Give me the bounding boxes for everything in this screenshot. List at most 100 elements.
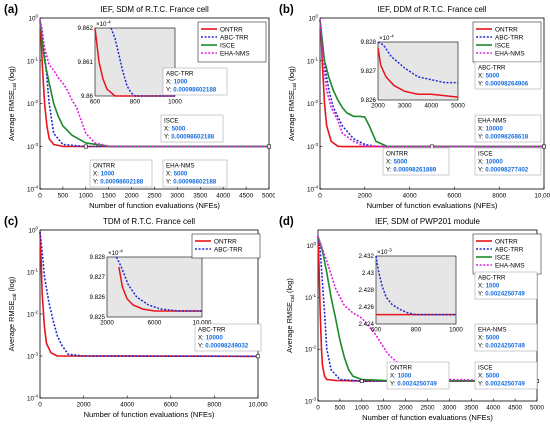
datatip-line-3: Y: 0.00098602188 xyxy=(166,179,217,186)
datatip-box xyxy=(474,323,538,352)
inset-line-abc-trr xyxy=(110,27,175,97)
x-axis-label: Number of function evaluations (NFEs) xyxy=(84,410,215,419)
y-tick-label: 10-3 xyxy=(305,397,317,406)
datatip-marker xyxy=(256,354,260,359)
datatip-marker xyxy=(542,144,546,149)
series-line-ontrr xyxy=(39,22,269,148)
datatip-marker xyxy=(83,144,88,149)
x-tick-label: 2500 xyxy=(147,193,162,200)
inset-y-tick-label: 9.861 xyxy=(78,59,94,66)
inset-line-abc-trr xyxy=(115,256,202,312)
inset-frame xyxy=(375,255,457,325)
y-tick-label: 10-2 xyxy=(307,99,319,108)
datatip-line-2: X: 5000 xyxy=(478,373,500,380)
y-tick-label: 10-4 xyxy=(27,394,39,403)
y-axis-label: Average RMSEcal (log) xyxy=(7,66,18,141)
series-line-abc-trr xyxy=(39,231,259,358)
inset-line-abc-trr xyxy=(377,41,458,84)
datatip-box xyxy=(386,361,450,390)
datatip-line-2: X: 1000 xyxy=(478,283,500,290)
legend-box xyxy=(197,21,267,63)
inset-y-tick-label: 9.826 xyxy=(361,97,377,104)
datatip-marker xyxy=(359,379,364,383)
panel-label: (a) xyxy=(4,4,18,16)
inset-y-tick-label: 9.86 xyxy=(81,93,94,100)
inset-exponent: ×10-4 xyxy=(379,34,394,43)
datatip-line-2: X: 1000 xyxy=(93,171,115,178)
datatip-line-2: X: 1000 xyxy=(166,79,188,86)
legend-label-isce: ISCE xyxy=(495,42,510,49)
x-tick-label: 4000 xyxy=(216,193,231,200)
series-line-isce xyxy=(317,236,538,382)
x-tick-label: 500 xyxy=(335,405,346,412)
panel-label: (d) xyxy=(279,216,294,228)
inset-line-abc-trr xyxy=(375,255,456,316)
inset-exponent: ×10-4 xyxy=(96,20,111,29)
datatip-line-1: ONTRR xyxy=(93,163,116,170)
inset-x-tick-label: 10,000 xyxy=(193,320,212,327)
datatip-line-3: Y: 0.00098602188 xyxy=(93,179,144,186)
x-tick-label: 1500 xyxy=(377,405,392,412)
inset-y-tick-label: 9.826 xyxy=(90,294,106,301)
datatip-line-2: X: 1000 xyxy=(390,373,412,380)
inset-line-ontrr xyxy=(94,27,175,97)
x-tick-label: 3000 xyxy=(442,405,457,412)
datatip-line-1: ABC-TRR xyxy=(478,275,506,282)
y-tick-label: 10-1 xyxy=(27,268,39,277)
inset-y-tick-label: 2.426 xyxy=(359,304,375,311)
chart-title: IEF, DDM of R.T.C. France cell xyxy=(378,5,487,14)
y-tick-label: 10-1 xyxy=(305,293,317,302)
inset-plot: 600 800 1000 9.86 9.861 9.862×10-4 xyxy=(78,20,183,106)
chart-panel-2: (b) IEF, DDM of R.T.C. France cell 0 2000 40… xyxy=(279,4,550,210)
y-tick-label: 10-4 xyxy=(307,185,319,194)
inset-x-tick-label: 600 xyxy=(371,327,382,334)
x-tick-label: 5000 xyxy=(262,193,275,200)
datatip-line-1: ABC-TRR xyxy=(166,71,194,78)
inset-y-tick-label: 9.827 xyxy=(361,68,377,75)
datatip-line-1: ONTRR xyxy=(390,365,413,372)
legend-label-isce: ISCE xyxy=(495,254,510,261)
inset-x-tick-label: 4000 xyxy=(424,103,438,110)
x-tick-label: 1000 xyxy=(355,405,370,412)
datatip-line-3: Y: 0.0024250749 xyxy=(478,381,525,388)
x-tick-label: 1000 xyxy=(79,193,94,200)
y-tick-label: 10-1 xyxy=(27,56,39,65)
inset-y-tick-label: 2.428 xyxy=(359,287,375,294)
datatip-box xyxy=(162,67,228,96)
datatip-line-3: Y: 0.00098277402 xyxy=(478,167,529,174)
datatip-line-3: Y: 0.00098268618 xyxy=(478,134,529,141)
x-tick-label: 4000 xyxy=(403,193,418,200)
legend-label-eha-nms: EHA-NMS xyxy=(495,50,524,57)
inset-line-ontrr xyxy=(377,47,459,98)
inset-y-tick-label: 9.862 xyxy=(78,25,94,32)
datatip-line-3: Y: 0.00098602188 xyxy=(164,134,215,141)
legend-label-abc-trr: ABC-TRR xyxy=(495,246,524,253)
x-tick-label: 2000 xyxy=(358,193,373,200)
datatip-line-3: Y: 0.0024250749 xyxy=(478,343,525,350)
inset-frame xyxy=(377,41,459,101)
inset-x-tick-label: 1000 xyxy=(449,327,463,334)
legend-label-eha-nms: EHA-NMS xyxy=(220,50,249,57)
x-tick-label: 2000 xyxy=(399,405,414,412)
x-tick-label: 10,000 xyxy=(534,193,550,200)
datatip-line-3: Y: 0.0024250749 xyxy=(390,381,437,388)
inset-y-tick-label: 9.828 xyxy=(90,254,106,261)
series-line-ontrr xyxy=(319,19,544,148)
inset-exponent: ×10-4 xyxy=(108,249,123,258)
datatip-line-1: EHA-NMS xyxy=(166,163,195,170)
y-axis-label: Average RMSEcal (log) xyxy=(285,278,296,353)
x-tick-label: 2000 xyxy=(77,402,92,409)
series-line-abc-trr xyxy=(317,236,537,382)
datatip-line-1: ABC-TRR xyxy=(478,65,506,72)
datatip-line-1: ISCE xyxy=(164,118,178,125)
